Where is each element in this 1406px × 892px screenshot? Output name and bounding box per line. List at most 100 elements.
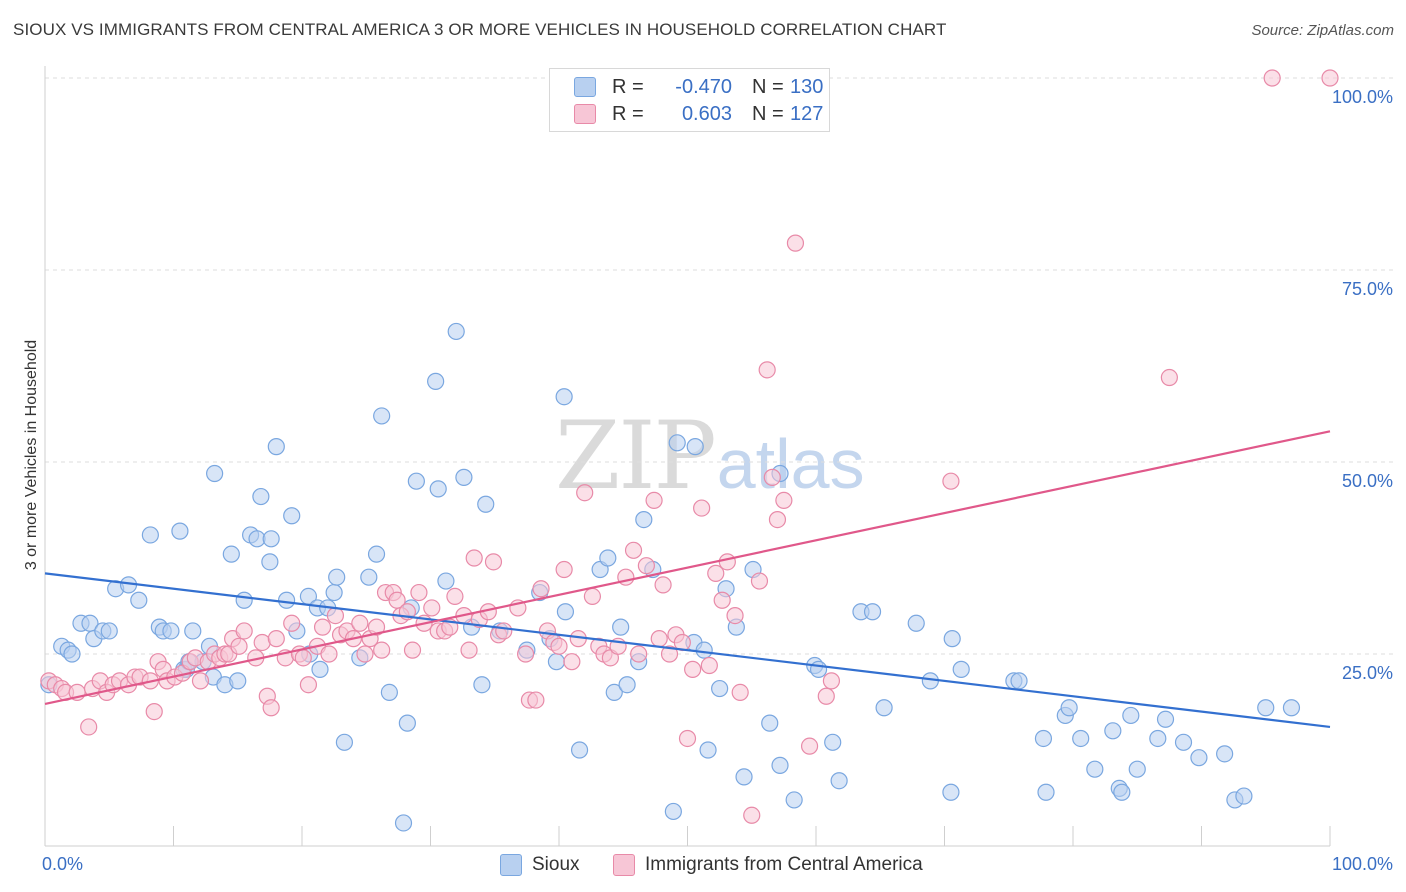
sioux-point bbox=[664, 802, 682, 821]
immigrants-point bbox=[516, 645, 535, 663]
y-tick-label: 50.0% bbox=[1342, 471, 1393, 491]
immigrants-point bbox=[942, 472, 960, 490]
sioux-point bbox=[335, 733, 354, 751]
sioux-point bbox=[437, 572, 455, 590]
legend-row-sioux: R = -0.470 N = 130 bbox=[574, 74, 823, 100]
legend-n-value: 127 bbox=[790, 102, 824, 125]
immigrants-point bbox=[191, 672, 210, 690]
immigrants-point bbox=[532, 580, 550, 598]
watermark-atlas: atlas bbox=[716, 425, 865, 503]
sioux-point bbox=[809, 660, 828, 678]
immigrants-point bbox=[750, 572, 769, 590]
sioux-point bbox=[1060, 699, 1078, 717]
sioux-point bbox=[1104, 722, 1122, 740]
sioux-point bbox=[942, 783, 960, 801]
sioux-point bbox=[206, 464, 224, 483]
sioux-point bbox=[1086, 760, 1104, 778]
immigrants-point bbox=[763, 468, 781, 486]
immigrants-point bbox=[446, 587, 464, 606]
sioux-point bbox=[618, 676, 636, 694]
legend-n-value: 130 bbox=[790, 75, 824, 98]
immigrants-point bbox=[713, 591, 731, 609]
legend-swatch-immigrants bbox=[574, 104, 596, 124]
sioux-point bbox=[863, 603, 882, 621]
sioux-point bbox=[311, 660, 329, 678]
immigrants-point bbox=[576, 484, 594, 502]
sioux-point bbox=[1037, 783, 1055, 801]
immigrants-point bbox=[693, 499, 711, 517]
sioux-point bbox=[429, 480, 447, 498]
immigrants-point bbox=[283, 614, 301, 632]
sioux-point bbox=[473, 676, 491, 694]
chart-title: SIOUX VS IMMIGRANTS FROM CENTRAL AMERICA… bbox=[13, 20, 947, 39]
y-axis-title: 3 or more Vehicles in Household bbox=[23, 339, 40, 571]
immigrants-point bbox=[654, 576, 672, 594]
legend-r-value: 0.603 bbox=[681, 102, 732, 125]
immigrants-point bbox=[145, 702, 163, 721]
sioux-point bbox=[380, 683, 398, 702]
immigrants-point bbox=[726, 606, 744, 625]
immigrants-point bbox=[465, 549, 483, 567]
sioux-point bbox=[1122, 706, 1140, 725]
immigrants-point bbox=[1321, 69, 1339, 87]
immigrants-point bbox=[758, 361, 776, 379]
sioux-point bbox=[1010, 672, 1028, 690]
sioux-point bbox=[427, 372, 445, 390]
immigrants-point bbox=[550, 637, 568, 655]
sioux-point bbox=[398, 714, 416, 732]
sioux-point bbox=[1128, 760, 1146, 778]
legend-r-value: -0.470 bbox=[675, 75, 732, 98]
immigrants-point bbox=[80, 718, 98, 736]
immigrants-point bbox=[624, 541, 643, 559]
sioux-point bbox=[267, 438, 285, 456]
immigrants-point bbox=[678, 729, 697, 748]
sioux-point bbox=[171, 522, 189, 540]
immigrants-point bbox=[650, 630, 668, 648]
sioux-point bbox=[1282, 699, 1301, 717]
sioux-point bbox=[785, 791, 803, 809]
sioux-point bbox=[1072, 729, 1090, 748]
sioux-point bbox=[328, 568, 346, 586]
sioux-point bbox=[735, 768, 753, 786]
x-tick-label: 0.0% bbox=[42, 854, 83, 874]
immigrants-point bbox=[800, 737, 819, 755]
sioux-point bbox=[668, 434, 686, 452]
sioux-point bbox=[1034, 729, 1053, 748]
immigrants-point bbox=[230, 637, 248, 655]
legend-n-label: N = bbox=[752, 102, 784, 125]
sioux-point bbox=[360, 568, 378, 586]
sioux-point bbox=[824, 733, 842, 751]
sioux-point bbox=[394, 814, 413, 832]
sioux-point bbox=[141, 526, 159, 544]
sioux-point bbox=[1149, 729, 1167, 748]
sioux-point bbox=[695, 641, 713, 659]
immigrants-point bbox=[1263, 69, 1281, 87]
sioux-point bbox=[261, 553, 279, 571]
immigrants-trend-line bbox=[44, 430, 1331, 705]
legend-r-label: R = bbox=[612, 102, 644, 125]
immigrants-point bbox=[786, 234, 805, 252]
immigrants-point bbox=[373, 641, 391, 659]
sioux-point bbox=[612, 618, 630, 636]
sioux-point bbox=[283, 507, 301, 525]
immigrants-point bbox=[583, 587, 602, 606]
sioux-point bbox=[1190, 749, 1208, 767]
y-tick-label: 100.0% bbox=[1332, 87, 1393, 107]
immigrants-point bbox=[313, 618, 332, 636]
immigrants-point bbox=[235, 622, 253, 640]
sioux-point bbox=[100, 622, 118, 640]
sioux-point bbox=[455, 468, 473, 486]
y-tick-label: 25.0% bbox=[1342, 663, 1393, 683]
immigrants-point bbox=[817, 687, 835, 705]
sioux-point bbox=[830, 772, 848, 790]
immigrants-point bbox=[1160, 368, 1178, 387]
immigrants-point bbox=[707, 564, 725, 582]
sioux-point bbox=[367, 545, 386, 563]
immigrants-point bbox=[637, 557, 655, 575]
source-label: Source: ZipAtlas.com bbox=[1251, 22, 1394, 39]
immigrants-point bbox=[410, 583, 428, 602]
sioux-point bbox=[184, 622, 202, 640]
immigrants-point bbox=[460, 641, 478, 659]
immigrants-point bbox=[775, 491, 793, 509]
immigrants-point bbox=[423, 599, 441, 617]
